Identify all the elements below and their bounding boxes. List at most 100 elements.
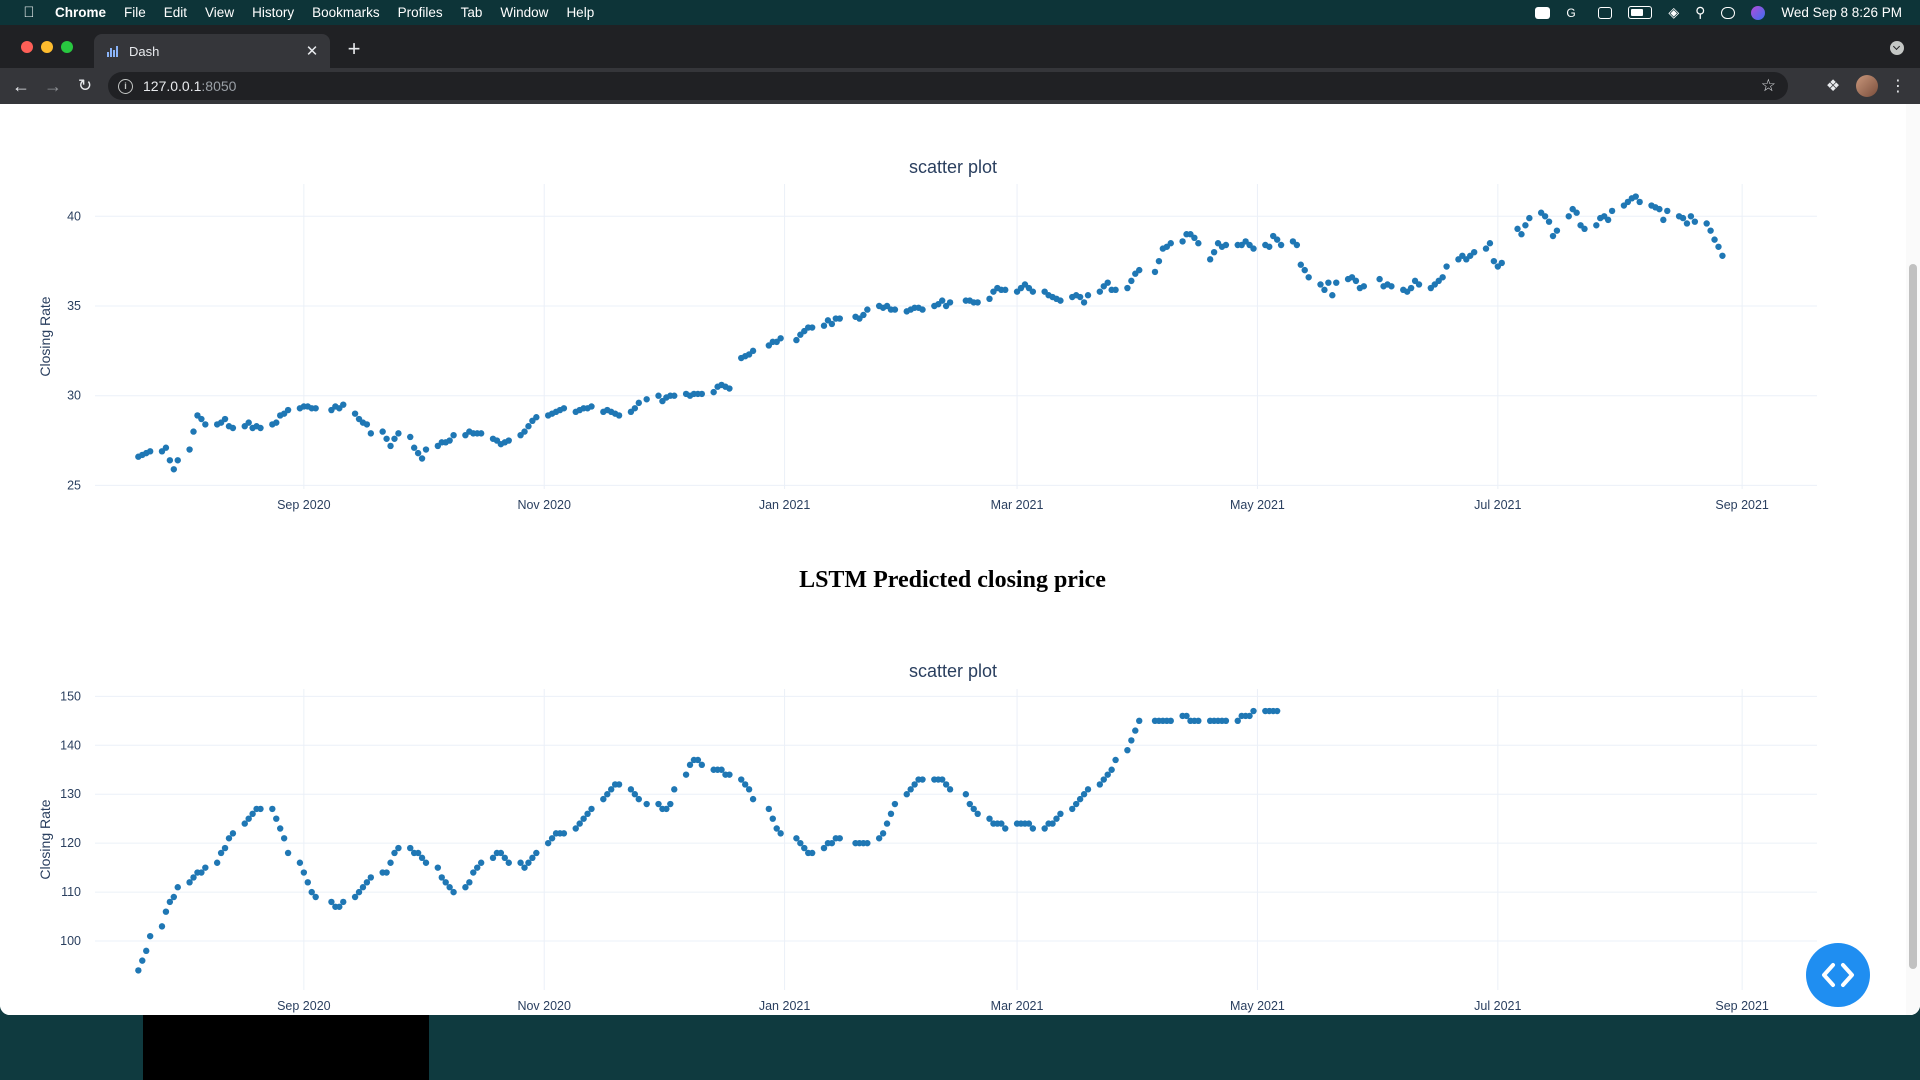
window-maximize-button[interactable] <box>61 41 73 53</box>
data-point[interactable] <box>891 800 899 808</box>
data-point[interactable] <box>797 839 804 847</box>
data-point[interactable] <box>1305 274 1312 281</box>
data-point[interactable] <box>139 957 146 964</box>
data-point[interactable] <box>1636 198 1643 206</box>
data-point[interactable] <box>143 947 150 955</box>
data-point[interactable] <box>1104 279 1111 286</box>
data-point[interactable] <box>698 390 706 398</box>
data-point[interactable] <box>1053 815 1060 822</box>
data-point[interactable] <box>942 781 950 788</box>
data-point[interactable] <box>533 414 540 421</box>
data-point[interactable] <box>1096 288 1104 295</box>
dash-debug-button[interactable] <box>1806 943 1870 1007</box>
data-point[interactable] <box>296 859 304 866</box>
data-point[interactable] <box>269 805 276 813</box>
data-point[interactable] <box>1084 292 1092 299</box>
data-point[interactable] <box>1250 707 1257 715</box>
data-point[interactable] <box>1443 263 1450 270</box>
back-button[interactable]: ← <box>12 75 30 96</box>
data-point[interactable] <box>355 888 363 896</box>
data-point[interactable] <box>1470 248 1478 256</box>
data-point[interactable] <box>446 884 453 891</box>
data-point[interactable] <box>1522 222 1529 229</box>
data-point[interactable] <box>1321 286 1328 294</box>
data-point[interactable] <box>450 431 457 439</box>
data-point[interactable] <box>442 879 449 886</box>
data-point[interactable] <box>221 844 229 852</box>
data-point[interactable] <box>738 776 745 783</box>
scrollbar-thumb[interactable] <box>1909 264 1917 969</box>
data-point[interactable] <box>600 795 607 803</box>
menu-item-chrome[interactable]: Chrome <box>55 5 107 20</box>
data-point[interactable] <box>351 893 359 901</box>
data-point[interactable] <box>1222 241 1230 249</box>
data-point[interactable] <box>1266 243 1273 250</box>
data-point[interactable] <box>793 336 800 344</box>
data-point[interactable] <box>470 869 477 876</box>
data-point[interactable] <box>1029 825 1037 832</box>
data-point[interactable] <box>477 430 485 437</box>
data-point[interactable] <box>671 392 678 399</box>
data-point[interactable] <box>667 800 674 808</box>
scatter-chart-predicted[interactable]: Sep 2020 Nov 2020 Jan 2021 Mar 2021 May 2021… <box>0 624 1905 1015</box>
data-point[interactable] <box>1167 717 1174 725</box>
data-point[interactable] <box>1683 220 1691 227</box>
data-point[interactable] <box>860 311 867 319</box>
data-point[interactable] <box>793 835 800 842</box>
data-point[interactable] <box>808 849 816 857</box>
tab-dash[interactable]: Dash ✕ <box>94 34 330 68</box>
data-point[interactable] <box>627 786 635 793</box>
data-point[interactable] <box>525 859 532 866</box>
data-point[interactable] <box>1518 231 1525 238</box>
data-point[interactable] <box>883 820 891 827</box>
data-point[interactable] <box>170 893 178 901</box>
data-point[interactable] <box>367 874 375 881</box>
data-point[interactable] <box>808 324 816 331</box>
data-point[interactable] <box>1593 222 1600 229</box>
data-point[interactable] <box>422 859 430 866</box>
data-point[interactable] <box>202 421 209 428</box>
data-point[interactable] <box>1297 261 1304 268</box>
data-point[interactable] <box>1191 234 1198 242</box>
data-point[interactable] <box>1002 286 1009 294</box>
data-point[interactable] <box>1002 825 1009 832</box>
data-point[interactable] <box>1128 737 1135 744</box>
grammarly-status-icon[interactable]: G <box>1566 5 1576 20</box>
data-point[interactable] <box>828 839 836 847</box>
data-point[interactable] <box>229 830 237 837</box>
data-point[interactable] <box>745 786 753 793</box>
data-point[interactable] <box>249 810 256 818</box>
data-point[interactable] <box>962 791 970 798</box>
site-info-icon[interactable]: i <box>118 78 133 94</box>
data-point[interactable] <box>1293 241 1301 249</box>
data-point[interactable] <box>533 849 540 857</box>
apple-icon[interactable]:  <box>20 0 38 25</box>
data-point[interactable] <box>1206 256 1214 263</box>
data-point[interactable] <box>202 864 209 871</box>
data-point[interactable] <box>698 761 706 769</box>
extensions-puzzle-icon[interactable]: ❖ <box>1825 78 1841 95</box>
data-point[interactable] <box>1072 800 1080 808</box>
data-point[interactable] <box>391 849 398 857</box>
data-point[interactable] <box>1277 241 1285 249</box>
data-point[interactable] <box>225 835 233 842</box>
data-point[interactable] <box>497 849 505 857</box>
data-point[interactable] <box>615 412 623 419</box>
data-point[interactable] <box>1581 225 1588 233</box>
data-point[interactable] <box>998 820 1005 827</box>
data-point[interactable] <box>584 810 591 818</box>
data-point[interactable] <box>383 435 390 442</box>
data-point[interactable] <box>1514 225 1521 233</box>
data-point[interactable] <box>1526 214 1533 222</box>
data-point[interactable] <box>615 781 623 788</box>
data-point[interactable] <box>198 869 205 876</box>
data-point[interactable] <box>970 805 977 813</box>
data-point[interactable] <box>1132 727 1139 734</box>
data-point[interactable] <box>300 869 308 876</box>
menu-item-help[interactable]: Help <box>566 5 595 20</box>
wifi-icon[interactable]: ◈ <box>1668 4 1680 20</box>
data-point[interactable] <box>379 428 386 435</box>
spotlight-search-icon[interactable]: ⚲ <box>1695 4 1706 20</box>
data-point[interactable] <box>1080 299 1088 306</box>
data-point[interactable] <box>340 401 347 408</box>
